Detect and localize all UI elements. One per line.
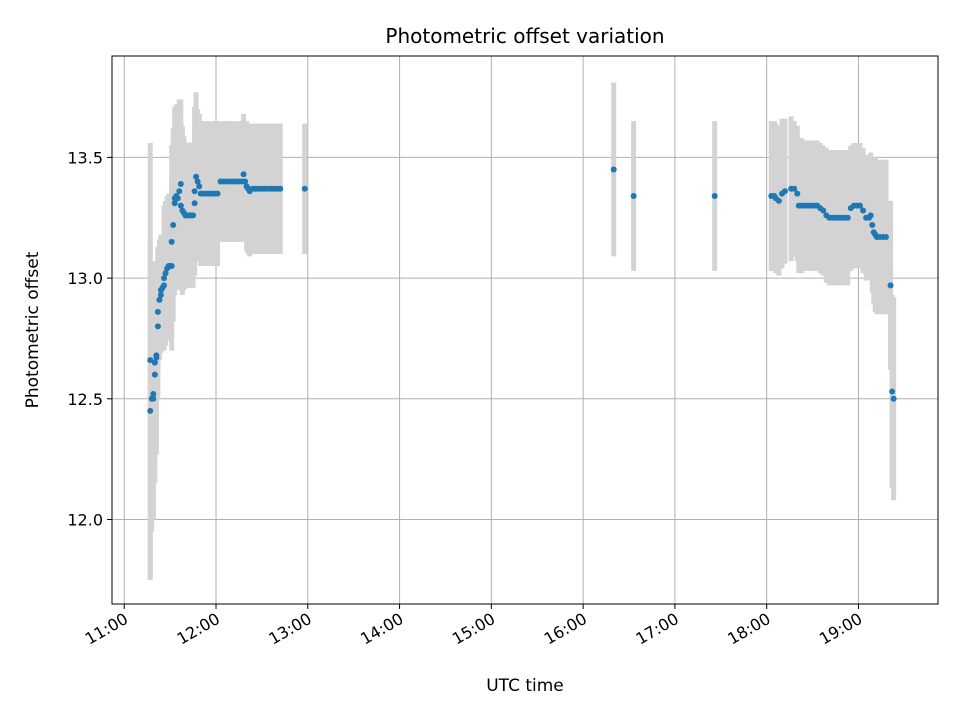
data-point [791, 185, 798, 192]
data-point [869, 221, 876, 228]
y-axis-title: Photometric offset [23, 251, 43, 408]
data-point [196, 183, 203, 190]
data-point [190, 212, 197, 219]
y-tick-label: 13.5 [67, 148, 103, 167]
data-point [711, 193, 718, 200]
x-tick-label: 13:00 [265, 609, 314, 649]
data-point [168, 263, 175, 270]
data-point [301, 185, 308, 192]
y-tick-label: 13.0 [67, 269, 103, 288]
x-tick-label: 17:00 [632, 609, 681, 649]
data-point [170, 221, 177, 228]
data-point [174, 195, 181, 202]
x-tick-label: 16:00 [541, 609, 590, 649]
data-points [147, 166, 897, 414]
data-point [856, 202, 863, 209]
chart-title: Photometric offset variation [385, 24, 664, 48]
data-point [887, 282, 894, 289]
data-point [775, 197, 782, 204]
data-point [194, 178, 201, 185]
data-point [151, 359, 158, 366]
data-point [147, 407, 154, 414]
x-tick-label: 19:00 [816, 609, 865, 649]
x-axis-ticks: 11:00 12:00 13:00 14:00 15:00 16:00 17:00 18:00… [82, 604, 865, 649]
data-point [867, 212, 874, 219]
data-point [820, 207, 827, 214]
data-point [157, 291, 164, 298]
x-tick-label: 15:00 [449, 609, 498, 649]
y-tick-label: 12.5 [67, 390, 103, 409]
data-point [147, 357, 154, 364]
data-point [794, 190, 801, 197]
data-point [844, 214, 851, 221]
data-point [242, 178, 249, 185]
x-tick-label: 14:00 [357, 609, 406, 649]
data-point [177, 180, 184, 187]
data-point [161, 282, 168, 289]
data-point [277, 185, 284, 192]
data-point [154, 308, 161, 315]
y-axis-ticks: 12.0 12.5 13.0 13.5 [67, 148, 112, 530]
data-point [191, 188, 198, 195]
data-point [156, 296, 163, 303]
data-point [782, 188, 789, 195]
x-tick-label: 11:00 [82, 609, 131, 649]
data-point [154, 323, 161, 330]
data-point [150, 390, 157, 397]
data-point [161, 275, 168, 282]
data-point [177, 202, 184, 209]
y-tick-label: 12.0 [67, 511, 103, 530]
data-point [150, 395, 157, 402]
x-axis-title: UTC time [486, 676, 564, 696]
data-point [151, 371, 158, 378]
plot-frame [111, 55, 939, 605]
data-point [176, 188, 183, 195]
data-point [240, 171, 247, 178]
data-point [193, 173, 200, 180]
data-point [168, 238, 175, 245]
data-point [882, 234, 889, 241]
data-point [890, 395, 897, 402]
data-point [889, 388, 896, 395]
data-point [630, 193, 637, 200]
data-point [153, 352, 160, 359]
data-point [191, 200, 198, 207]
data-point [162, 270, 169, 277]
data-point [171, 200, 178, 207]
data-point [610, 166, 617, 173]
x-tick-label: 18:00 [724, 609, 773, 649]
x-tick-label: 12:00 [174, 609, 223, 649]
data-point [860, 207, 867, 214]
data-point [214, 190, 221, 197]
